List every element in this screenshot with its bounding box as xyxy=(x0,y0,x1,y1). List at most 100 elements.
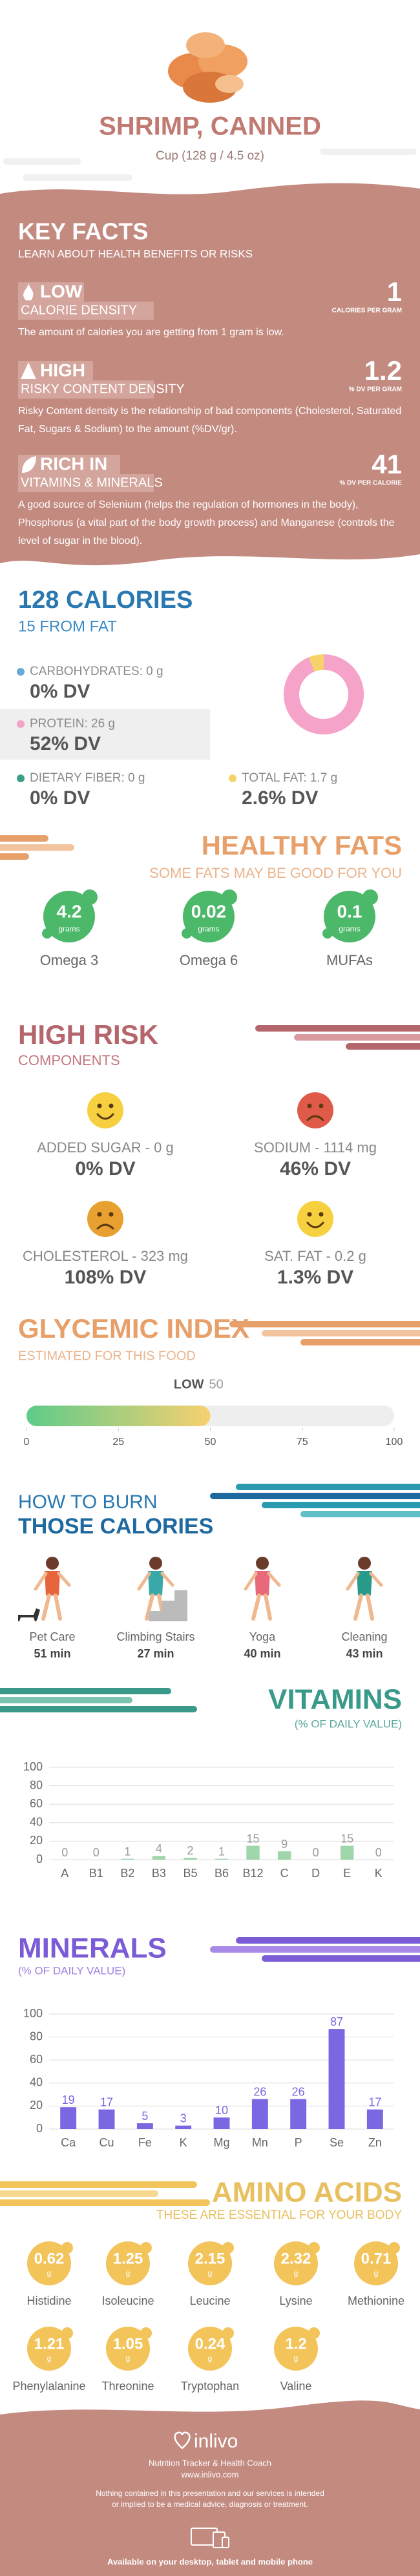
x-tick-label: Zn xyxy=(368,2136,382,2149)
calories-subtitle: 15 FROM FAT xyxy=(18,618,117,635)
x-tick-label: 0 xyxy=(24,1437,30,1448)
y-tick-label: 0 xyxy=(36,1853,43,1865)
fat-unit: grams xyxy=(58,924,79,933)
serving-size: Cup (128 g / 4.5 oz) xyxy=(156,149,264,163)
fat-unit: grams xyxy=(339,924,360,933)
section-title: VITAMINS xyxy=(268,1684,402,1716)
bar xyxy=(328,2029,345,2129)
x-tick-label: E xyxy=(343,1867,351,1880)
fat-blob xyxy=(43,891,95,942)
fat-blob-bubble xyxy=(82,889,98,905)
y-tick-label: 80 xyxy=(30,1778,43,1791)
bar-value-label: 2 xyxy=(187,1844,193,1857)
amino-name: Leucine xyxy=(189,2294,230,2307)
face-eye xyxy=(109,1103,114,1108)
x-tick-label: A xyxy=(61,1867,68,1880)
fact-unit: CALORIES PER GRAM xyxy=(332,307,402,315)
section-title: HIGH RISK xyxy=(18,1019,158,1050)
activity-head xyxy=(256,1557,269,1570)
bar xyxy=(215,1858,229,1860)
fat-blob-bubble xyxy=(362,889,378,905)
x-tick-label: K xyxy=(375,1867,383,1880)
level-icon xyxy=(22,456,36,473)
fact-level: RICH IN xyxy=(40,453,107,473)
bar xyxy=(60,2107,77,2129)
amino-blob-bubble xyxy=(61,2327,73,2339)
bar xyxy=(184,1858,197,1860)
y-tick-label: 40 xyxy=(30,2076,43,2089)
face-eye xyxy=(307,1212,312,1217)
amino-name: Valine xyxy=(280,2380,312,2393)
activity-name: Cleaning xyxy=(341,1630,387,1643)
activity-name: Climbing Stairs xyxy=(116,1630,194,1643)
activity-body xyxy=(148,1571,163,1595)
activity-name: Pet Care xyxy=(29,1630,75,1643)
bar xyxy=(340,1845,354,1860)
bar xyxy=(98,2109,115,2129)
amino-name: Phenylalanine xyxy=(12,2380,85,2393)
stairs-icon xyxy=(149,1590,187,1621)
amino-blob-bubble xyxy=(61,2242,73,2254)
amino-blob xyxy=(27,2327,71,2371)
bar xyxy=(136,2123,153,2129)
x-tick-label: Se xyxy=(330,2136,344,2149)
amino-name: Methionine xyxy=(348,2294,404,2307)
amino-value: 0.24 xyxy=(195,2335,226,2353)
y-tick-label: 20 xyxy=(30,2099,43,2112)
fat-blob xyxy=(183,891,235,942)
fat-name: MUFAs xyxy=(326,952,373,968)
activity-time: 51 min xyxy=(34,1647,70,1660)
amino-unit: g xyxy=(126,2269,131,2278)
bar xyxy=(251,2099,268,2129)
x-tick-label: B2 xyxy=(120,1867,134,1880)
activity-leg xyxy=(41,1594,51,1621)
amino-blob-bubble xyxy=(140,2327,152,2339)
amino-blob xyxy=(106,2241,150,2285)
amino-value: 1.2 xyxy=(285,2335,306,2353)
bar-value-label: 87 xyxy=(330,2015,343,2028)
amino-blob-bubble xyxy=(222,2242,234,2254)
donut-slice xyxy=(308,654,324,672)
amino-name: Histidine xyxy=(26,2294,71,2307)
amino-blob xyxy=(274,2327,318,2371)
section-title: KEY FACTS xyxy=(18,218,148,245)
amino-unit: g xyxy=(47,2269,52,2278)
y-tick-label: 100 xyxy=(23,2007,43,2020)
amino-blob xyxy=(188,2327,232,2371)
nutrient-amount: TOTAL FAT: 1.7 g xyxy=(242,771,337,785)
activity-body xyxy=(45,1571,60,1595)
amino-blob-bubble xyxy=(222,2327,234,2339)
fat-blob xyxy=(324,891,375,942)
face-eye xyxy=(97,1103,102,1108)
header-streaks xyxy=(3,149,417,181)
section-subtitle: COMPONENTS xyxy=(18,1052,120,1068)
fact-unit: % DV PER CALORIE xyxy=(339,480,402,487)
amino-blob xyxy=(188,2241,232,2285)
activity-head xyxy=(358,1557,371,1570)
fat-blob-bubble xyxy=(222,889,237,905)
fat-blob-bubble xyxy=(42,928,52,939)
label-highlight xyxy=(18,474,154,492)
fact-level: LOW xyxy=(40,281,83,301)
fat-value: 4.2 xyxy=(57,901,82,921)
activity-body xyxy=(357,1571,372,1595)
amino-value: 2.15 xyxy=(195,2250,226,2267)
protein-highlight xyxy=(0,709,210,760)
activity-time: 40 min xyxy=(244,1647,280,1660)
x-tick-label: 100 xyxy=(386,1437,403,1448)
nutrient-dv: 2.6% DV xyxy=(242,787,318,809)
calories-title: 128 CALORIES xyxy=(18,587,193,614)
disclaimer-box: Nothing contained in this presentation a… xyxy=(96,2489,324,2509)
face xyxy=(297,1201,333,1237)
x-tick-label: P xyxy=(295,2136,302,2149)
activity-arm xyxy=(137,1572,151,1591)
section-subtitle: (% OF DAILY VALUE) xyxy=(295,1718,402,1730)
bar-value-label: 1 xyxy=(124,1845,131,1858)
amino-blob-bubble xyxy=(308,2242,320,2254)
bar-value-label: 26 xyxy=(292,2085,305,2098)
risk-label: ADDED SUGAR - 0 g xyxy=(37,1139,174,1156)
fat-blob-bubble xyxy=(182,928,192,939)
activity-leg xyxy=(353,1594,363,1621)
fact-level: HIGH xyxy=(40,360,85,380)
amino-name: Tryptophan xyxy=(181,2380,239,2393)
